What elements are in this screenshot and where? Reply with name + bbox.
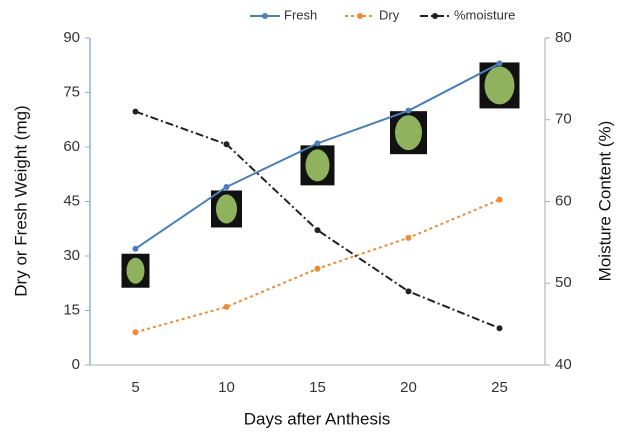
- data-point: [224, 184, 230, 190]
- seed: [395, 115, 422, 150]
- seed: [306, 149, 330, 181]
- data-point: [133, 109, 139, 115]
- data-point: [497, 325, 503, 331]
- data-point: [315, 140, 321, 146]
- legend-marker: [262, 13, 268, 19]
- data-point: [315, 266, 321, 272]
- data-point: [497, 60, 503, 66]
- y-tick-label: 45: [63, 192, 80, 209]
- legend-label: Dry: [379, 7, 400, 22]
- seed: [127, 258, 145, 284]
- y2-tick-label: 40: [555, 356, 572, 373]
- chart: Days after Anthesis Dry or Fresh Weight …: [0, 0, 624, 435]
- y2-tick-label: 50: [555, 274, 572, 291]
- legend-marker: [357, 13, 363, 19]
- data-point: [406, 235, 412, 241]
- y2-axis-title: Moisture Content (%): [595, 121, 614, 282]
- x-tick-label: 25: [491, 379, 508, 396]
- data-point: [133, 329, 139, 335]
- y-tick-label: 75: [63, 83, 80, 100]
- x-tick-label: 20: [400, 379, 417, 396]
- y-tick-label: 0: [72, 356, 80, 373]
- seed: [216, 194, 237, 223]
- y2-tick-label: 60: [555, 192, 572, 209]
- y2-tick-label: 80: [555, 29, 572, 46]
- legend-label: %moisture: [454, 7, 515, 22]
- y-axis-title: Dry or Fresh Weight (mg): [11, 105, 30, 296]
- x-tick-label: 15: [309, 379, 326, 396]
- x-axis-title: Days after Anthesis: [244, 409, 390, 428]
- data-point: [224, 141, 230, 147]
- data-point: [224, 304, 230, 310]
- data-point: [406, 288, 412, 294]
- y-tick-label: 60: [63, 138, 80, 155]
- data-point: [406, 108, 412, 114]
- y-tick-label: 90: [63, 29, 80, 46]
- data-point: [315, 227, 321, 233]
- x-tick-label: 10: [218, 379, 235, 396]
- y2-tick-label: 70: [555, 111, 572, 128]
- y-tick-label: 15: [63, 301, 80, 318]
- legend-marker: [432, 13, 438, 19]
- seed: [485, 66, 515, 104]
- x-tick-label: 5: [131, 379, 139, 396]
- data-point: [133, 246, 139, 252]
- legend-label: Fresh: [284, 7, 317, 22]
- data-point: [497, 197, 503, 203]
- y-tick-label: 30: [63, 247, 80, 264]
